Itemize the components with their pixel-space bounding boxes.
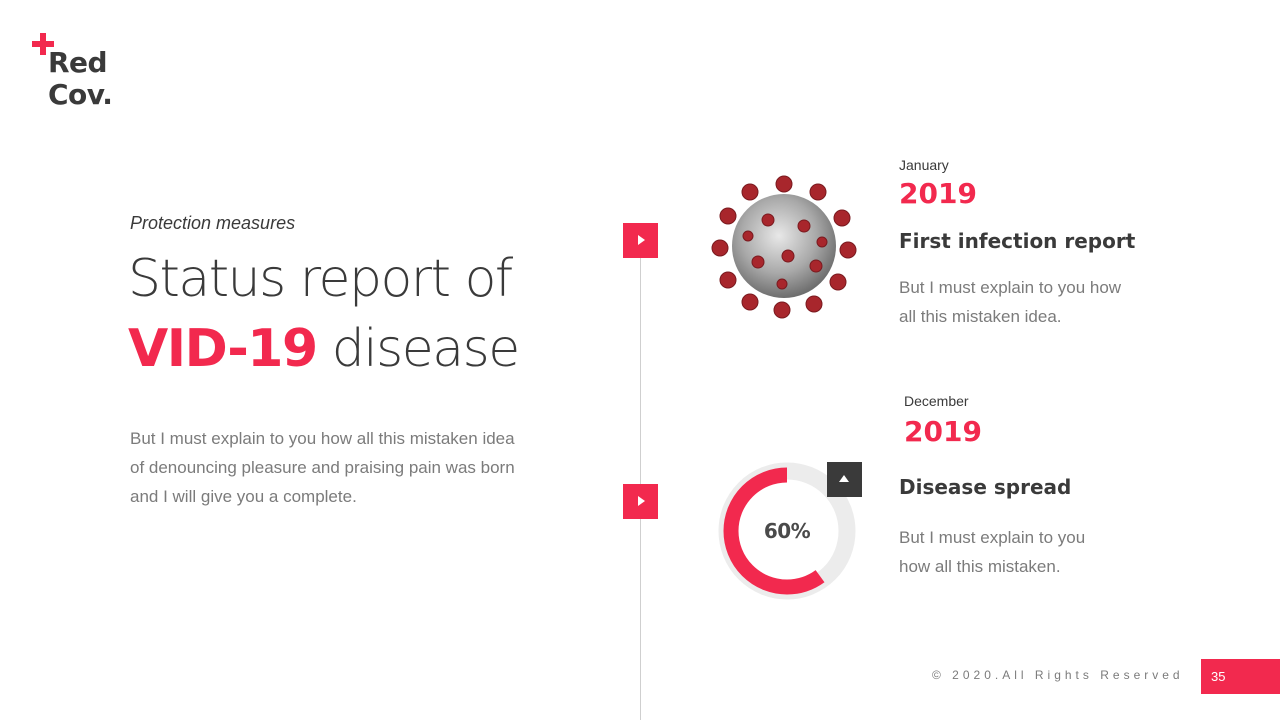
progress-label: 60%	[763, 519, 811, 543]
entry-2-month: December	[904, 393, 969, 409]
logo-text: Red Cov.	[48, 46, 113, 111]
progress-donut	[718, 462, 856, 600]
title-rest: disease	[316, 319, 521, 379]
entry-2-heading: Disease spread	[899, 475, 1072, 499]
timeline-marker-play-icon[interactable]	[623, 484, 658, 519]
arrow-up-button[interactable]	[827, 462, 862, 497]
copyright: © 2020.All Rights Reserved	[932, 668, 1184, 682]
entry-1-body-line-2: all this mistaken idea.	[899, 307, 1062, 326]
entry-1-year: 2019	[899, 177, 977, 210]
plus-icon	[32, 33, 54, 55]
page-title: Status report of VID-19 disease	[128, 244, 521, 384]
coronavirus-icon	[711, 175, 857, 319]
section-subtitle: Protection measures	[130, 213, 296, 233]
entry-2-body: But I must explain to you how all this m…	[899, 523, 1085, 581]
entry-2-body-line-2: how all this mistaken.	[899, 557, 1061, 576]
entry-1-heading: First infection report	[899, 229, 1136, 253]
entry-2-year: 2019	[904, 415, 982, 448]
entry-1-body: But I must explain to you how all this m…	[899, 273, 1121, 331]
entry-1-body-line-1: But I must explain to you how	[899, 278, 1122, 297]
entry-2-body-line-1: But I must explain to you	[899, 528, 1086, 547]
page-number: 35	[1201, 659, 1280, 694]
title-accent: VID-19	[128, 319, 318, 379]
entry-1-month: January	[899, 157, 949, 173]
hero-description: But I must explain to you how all this m…	[130, 429, 515, 506]
title-line-1: Status report of	[128, 249, 513, 309]
title-line-2: VID-19 disease	[128, 314, 521, 384]
timeline-marker-play-icon[interactable]	[623, 223, 658, 258]
